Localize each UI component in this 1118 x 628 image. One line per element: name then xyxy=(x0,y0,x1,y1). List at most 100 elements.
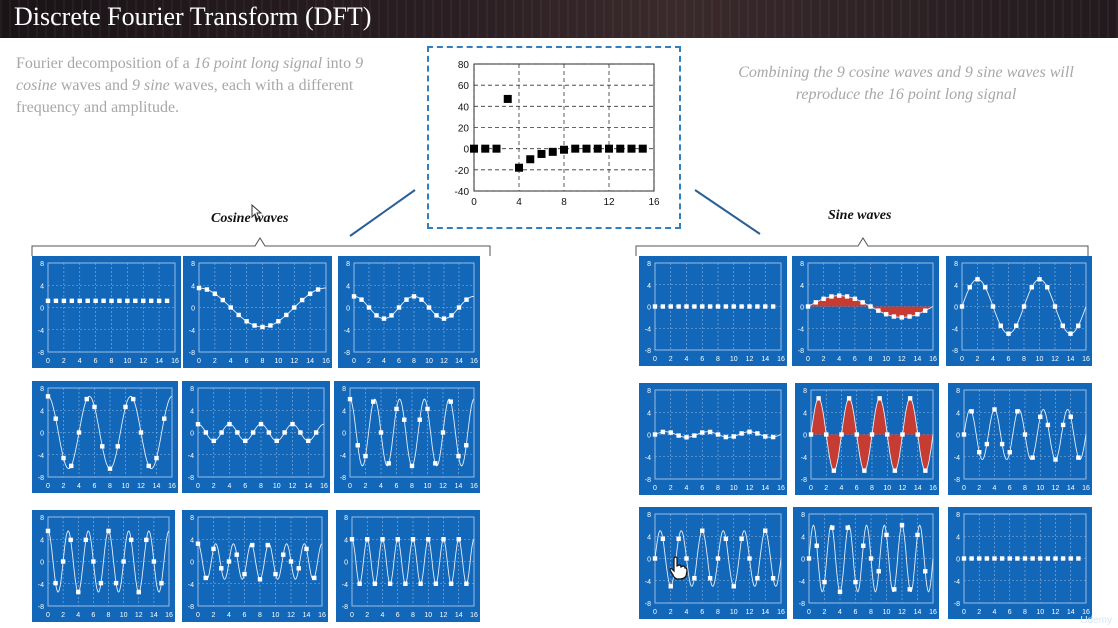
y-tick-label: -4 xyxy=(954,455,960,462)
sample-point xyxy=(85,298,90,304)
y-tick-label: 8 xyxy=(647,512,651,519)
x-tick-label: 8 xyxy=(716,356,720,363)
x-tick-label: 2 xyxy=(823,609,827,616)
y-tick-label: -4 xyxy=(645,579,651,586)
sample-point xyxy=(676,304,681,309)
sample-point xyxy=(813,300,819,305)
sample-point xyxy=(68,537,73,543)
x-tick-label: 10 xyxy=(730,356,738,363)
sample-point xyxy=(252,323,257,328)
sample-point xyxy=(109,298,114,304)
sample-point xyxy=(276,319,281,324)
sine-wave-chart: 840-4-80 2 4 6 8 10 12 14 16 xyxy=(799,512,937,616)
sample-point xyxy=(203,430,209,435)
sample-point xyxy=(747,429,752,434)
sample-point xyxy=(290,421,295,427)
sample-point xyxy=(805,304,811,309)
cosine-wave-panel: 8 4 0 -4 -8 0 2 4 6 8 10 12 14 16 xyxy=(338,256,480,368)
y-tick-label: -4 xyxy=(645,326,651,333)
cosine-wave-panel: 8 4 0 -4 -8 0 2 4 6 8 10 12 14 16 xyxy=(182,510,328,622)
sample-point xyxy=(763,528,768,533)
y-tick-label: 4 xyxy=(40,537,44,544)
x-tick-label: 12 xyxy=(899,485,907,492)
sample-point xyxy=(93,298,98,304)
sample-point xyxy=(1068,331,1073,336)
dft-point xyxy=(470,144,478,153)
sample-point xyxy=(967,285,972,290)
y-tick-label: 4 xyxy=(647,410,651,417)
y-tick-label: 0 xyxy=(190,560,194,567)
sample-point xyxy=(448,399,453,404)
sample-point xyxy=(298,430,303,435)
x-tick-label: 4 xyxy=(229,358,233,365)
x-tick-label: 2 xyxy=(824,485,828,492)
sample-point xyxy=(371,399,376,404)
x-tick-label: 10 xyxy=(883,609,891,616)
sample-point xyxy=(837,293,842,298)
sample-point xyxy=(844,294,850,299)
sample-point xyxy=(1076,455,1081,460)
x-tick-label: 2 xyxy=(669,609,673,616)
y-tick-label: 8 xyxy=(800,261,804,268)
dft-x-tick-label: 4 xyxy=(516,197,522,208)
sample-point xyxy=(1076,323,1081,328)
sample-point xyxy=(652,556,658,561)
x-tick-label: 4 xyxy=(76,612,80,619)
x-tick-label: 14 xyxy=(913,356,921,363)
sample-point xyxy=(739,304,744,309)
sample-point xyxy=(700,528,705,533)
dft-x-tick-label: 8 xyxy=(561,197,567,208)
sample-point xyxy=(1045,556,1051,561)
x-tick-label: 14 xyxy=(761,609,769,616)
sample-point xyxy=(861,543,866,548)
sample-point xyxy=(915,432,920,437)
sample-point xyxy=(692,575,697,581)
y-tick-label: 0 xyxy=(800,305,804,312)
x-tick-label: 8 xyxy=(410,483,414,490)
sine-wave-panel: 8 4 0 -4 -8 0 2 4 6 8 10 12 14 16 xyxy=(639,507,787,619)
sample-point xyxy=(830,525,835,530)
y-tick-label: -8 xyxy=(38,350,44,357)
x-tick-label: 6 xyxy=(854,609,858,616)
sample-point xyxy=(363,453,368,459)
cosine-wave-panel: 8 4 0 -4 -8 0 2 4 6 8 10 12 14 16 xyxy=(334,381,480,493)
x-tick-label: 12 xyxy=(135,612,143,619)
x-tick-label: 4 xyxy=(77,483,81,490)
sample-point xyxy=(347,396,353,402)
sample-point xyxy=(837,589,843,595)
x-tick-label: 4 xyxy=(685,356,689,363)
dft-y-tick-label: 80 xyxy=(458,60,470,71)
dft-y-tick-label: 60 xyxy=(458,81,470,92)
sample-point xyxy=(1060,556,1066,561)
sample-point xyxy=(304,546,309,552)
sample-point xyxy=(684,435,689,440)
sample-point xyxy=(242,571,247,577)
sample-point xyxy=(715,556,721,561)
sample-point xyxy=(113,580,119,586)
x-tick-label: 16 xyxy=(165,612,173,619)
sample-point xyxy=(456,537,461,542)
mouse-pointer-icon xyxy=(251,203,263,225)
x-tick-label: 6 xyxy=(94,358,98,365)
x-tick-label: 14 xyxy=(1067,485,1075,492)
x-tick-label: 14 xyxy=(914,485,922,492)
cosine-wave-chart: 840-4-80 2 4 6 8 10 12 14 16 xyxy=(342,515,478,619)
y-tick-label: 4 xyxy=(346,283,350,290)
cosine-wave-chart: 840-4-80 2 4 6 8 10 12 14 16 xyxy=(38,515,173,619)
sample-point xyxy=(891,314,897,319)
x-tick-label: 8 xyxy=(412,358,416,365)
sample-point xyxy=(821,296,826,302)
x-tick-label: 2 xyxy=(976,356,980,363)
x-tick-label: 12 xyxy=(440,612,448,619)
sample-point xyxy=(999,556,1005,561)
sample-point xyxy=(92,404,97,410)
sample-point xyxy=(203,575,208,581)
cosine-wave-panel: 8 4 0 -4 -8 0 2 4 6 8 10 12 14 16 xyxy=(182,381,330,493)
y-tick-label: 8 xyxy=(956,512,960,519)
sine-wave-chart: 840-4-80 2 4 6 8 10 12 14 16 xyxy=(645,261,785,363)
x-tick-label: 16 xyxy=(929,609,937,616)
sample-point xyxy=(106,528,111,534)
sample-point xyxy=(1068,556,1073,561)
x-tick-label: 8 xyxy=(411,612,415,619)
sample-point xyxy=(61,298,67,304)
